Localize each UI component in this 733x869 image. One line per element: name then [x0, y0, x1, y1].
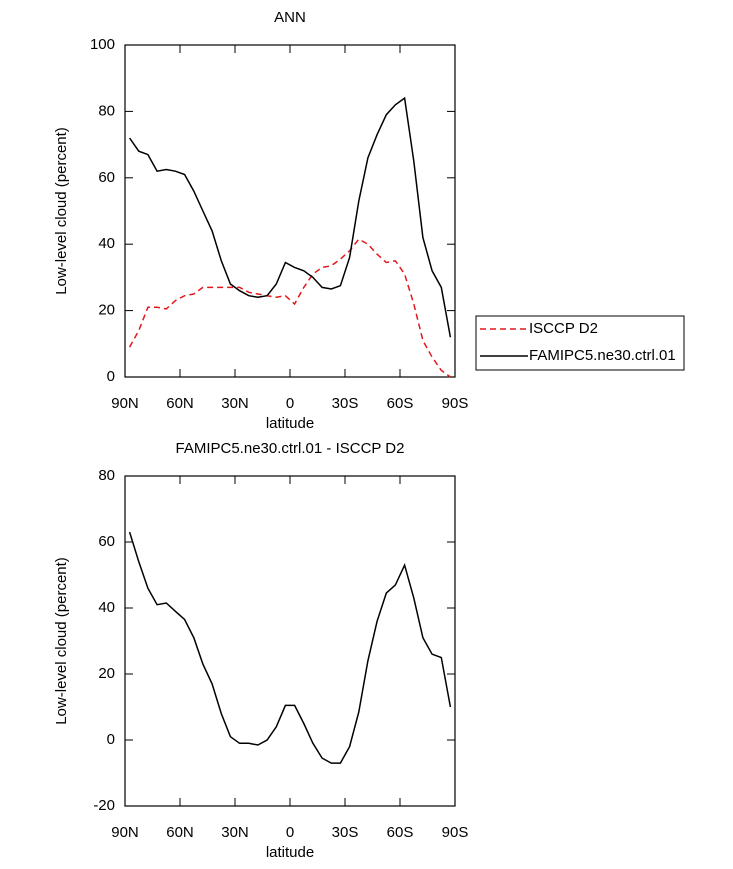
legend: ISCCP D2 FAMIPC5.ne30.ctrl.01 [475, 315, 685, 371]
x-tick-label: 60N [166, 395, 194, 412]
x-tick-label: 60N [166, 824, 194, 841]
y-tick-label: 40 [98, 599, 115, 616]
x-tick-label: 0 [286, 395, 294, 412]
x-tick-label: 90N [111, 395, 139, 412]
x-tick-label: 30N [221, 824, 249, 841]
legend-frame [475, 315, 685, 371]
x-tick-label: 90S [442, 824, 469, 841]
chart-title: FAMIPC5.ne30.ctrl.01 - ISCCP D2 [176, 440, 405, 457]
x-tick-label: 30S [332, 395, 359, 412]
y-axis-label: Low-level cloud (percent) [53, 127, 70, 295]
y-tick-label: 40 [98, 235, 115, 252]
y-tick-label: -20 [93, 797, 115, 814]
y-tick-label: 100 [90, 36, 115, 53]
x-axis-label: latitude [266, 844, 314, 861]
x-tick-label: 60S [387, 395, 414, 412]
data-line [128, 238, 451, 378]
y-tick-label: 60 [98, 533, 115, 550]
x-tick-label: 90N [111, 824, 139, 841]
data-line [128, 96, 452, 338]
y-tick-label: 20 [98, 665, 115, 682]
x-tick-label: 30S [332, 824, 359, 841]
x-axis-label: latitude [266, 415, 314, 432]
y-tick-label: 80 [98, 102, 115, 119]
y-tick-label: 0 [107, 368, 115, 385]
legend-label: ISCCP D2 [529, 320, 598, 337]
x-tick-label: 30N [221, 395, 249, 412]
x-tick-label: 60S [387, 824, 414, 841]
y-tick-label: 0 [107, 731, 115, 748]
chart-title: ANN [274, 9, 306, 26]
y-tick-label: 80 [98, 467, 115, 484]
plot-frame [124, 475, 456, 807]
y-tick-label: 20 [98, 302, 115, 319]
y-tick-label: 60 [98, 169, 115, 186]
x-tick-label: 0 [286, 824, 294, 841]
plot-frame [124, 44, 456, 378]
x-tick-label: 90S [442, 395, 469, 412]
y-axis-label: Low-level cloud (percent) [53, 557, 70, 725]
data-line [128, 531, 452, 764]
legend-label: FAMIPC5.ne30.ctrl.01 [529, 347, 676, 364]
